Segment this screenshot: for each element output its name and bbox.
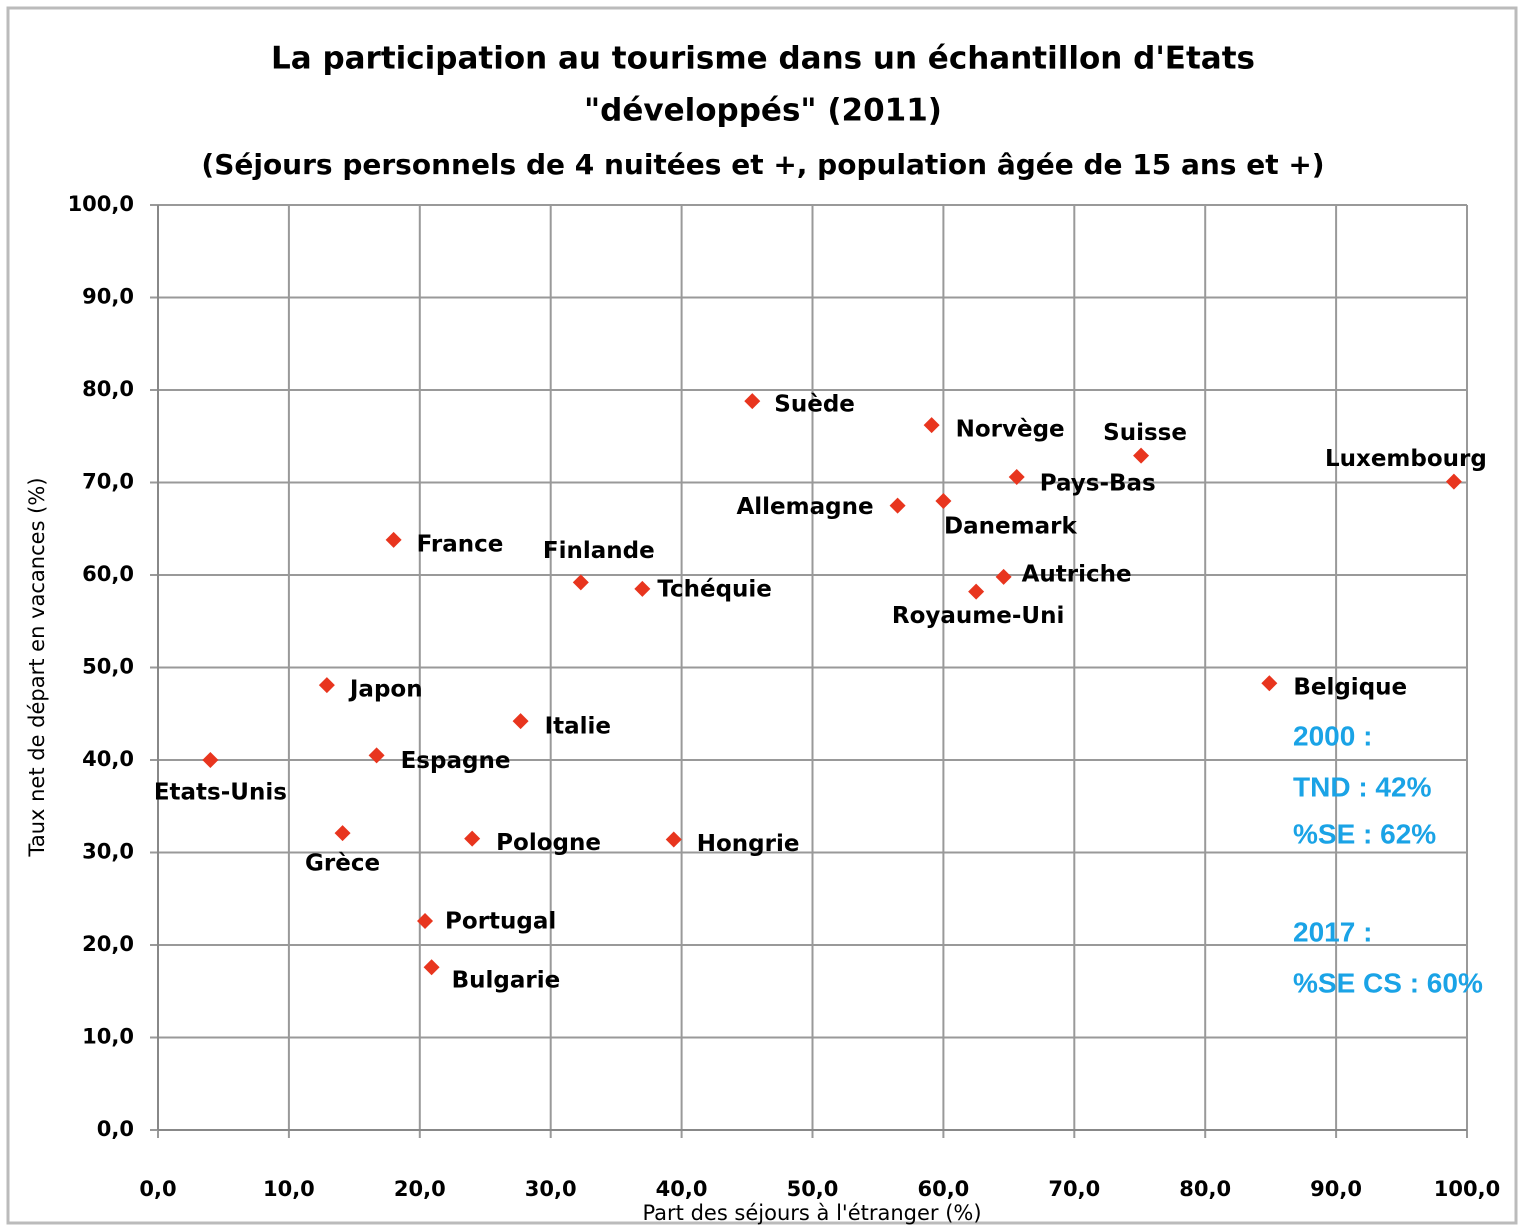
- point-label: Espagne: [401, 748, 511, 774]
- point: [995, 568, 1012, 585]
- chart-title: La participation au tourisme dans un éch…: [271, 41, 1255, 77]
- point: [385, 531, 402, 548]
- y-tick-label: 0,0: [97, 1117, 134, 1141]
- point: [512, 713, 529, 730]
- point-label: Allemagne: [736, 494, 873, 520]
- point-label: Japon: [348, 677, 423, 703]
- annotation: %SE CS : 60%: [1293, 967, 1483, 998]
- annotation: %SE : 62%: [1293, 818, 1436, 849]
- point-label: Suède: [774, 392, 855, 418]
- x-tick-label: 80,0: [1179, 1177, 1231, 1201]
- point-label: Finlande: [543, 538, 655, 564]
- y-axis-title: Taux net de départ en vacances (%): [25, 477, 49, 857]
- x-tick-label: 20,0: [394, 1177, 446, 1201]
- y-tick-label: 50,0: [82, 655, 134, 679]
- point: [744, 393, 761, 410]
- point: [923, 417, 940, 434]
- x-axis-title: Part des séjours à l'étranger (%): [642, 1201, 981, 1225]
- point-label: Hongrie: [697, 831, 800, 857]
- point-label: Bulgarie: [452, 968, 561, 994]
- point-label: Tchéquie: [657, 576, 772, 602]
- point-label: Norvège: [956, 417, 1065, 443]
- x-tick-label: 40,0: [656, 1177, 708, 1201]
- point-label: Etats-Unis: [154, 780, 287, 806]
- chart-subtitle: (Séjours personnels de 4 nuitées et +, p…: [201, 148, 1324, 181]
- point: [634, 580, 651, 597]
- point: [1445, 473, 1462, 490]
- annotation: 2017 :: [1293, 916, 1372, 947]
- point-label: Belgique: [1293, 675, 1407, 701]
- point-label: Pologne: [496, 830, 601, 856]
- x-tick-label: 30,0: [525, 1177, 577, 1201]
- point: [968, 583, 985, 600]
- point-label: Royaume-Uni: [892, 603, 1064, 629]
- point: [417, 912, 434, 929]
- point-label: Suisse: [1103, 420, 1187, 446]
- point: [572, 574, 589, 591]
- chart-title: "développés" (2011): [584, 93, 942, 129]
- point: [935, 493, 952, 509]
- y-tick-label: 40,0: [82, 747, 134, 771]
- annotation: 2000 :: [1293, 720, 1372, 751]
- point-label: Portugal: [445, 908, 556, 934]
- point: [1261, 675, 1278, 692]
- point-label: France: [417, 531, 504, 557]
- y-tick-label: 90,0: [82, 285, 134, 309]
- point-label: Pays-Bas: [1040, 470, 1156, 496]
- point: [464, 830, 481, 847]
- point-label: Italie: [545, 714, 611, 740]
- point: [368, 747, 385, 764]
- point-label: Danemark: [944, 514, 1077, 540]
- point-label: Grèce: [305, 851, 380, 877]
- y-tick-label: 80,0: [82, 377, 134, 401]
- point: [665, 831, 682, 848]
- point: [1008, 468, 1025, 485]
- chart-frame: [6, 6, 1518, 1225]
- annotation: TND : 42%: [1293, 771, 1432, 802]
- x-tick-label: 0,0: [139, 1177, 176, 1201]
- x-tick-label: 90,0: [1310, 1177, 1362, 1201]
- x-tick-label: 60,0: [917, 1177, 969, 1201]
- point: [423, 959, 440, 976]
- y-tick-label: 30,0: [82, 840, 134, 864]
- x-tick-label: 100,0: [1434, 1177, 1500, 1201]
- point: [318, 677, 335, 694]
- x-tick-label: 10,0: [263, 1177, 315, 1201]
- point: [889, 497, 906, 514]
- y-tick-label: 60,0: [82, 562, 134, 586]
- point: [334, 825, 351, 842]
- x-tick-label: 50,0: [787, 1177, 839, 1201]
- point: [202, 752, 219, 768]
- y-tick-label: 100,0: [68, 192, 134, 216]
- y-tick-label: 20,0: [82, 932, 134, 956]
- point: [1133, 447, 1150, 464]
- point-label: Autriche: [1022, 561, 1132, 587]
- y-tick-label: 10,0: [82, 1025, 134, 1049]
- point-label: Luxembourg: [1325, 446, 1487, 472]
- x-tick-label: 70,0: [1048, 1177, 1100, 1201]
- y-tick-label: 70,0: [82, 470, 134, 494]
